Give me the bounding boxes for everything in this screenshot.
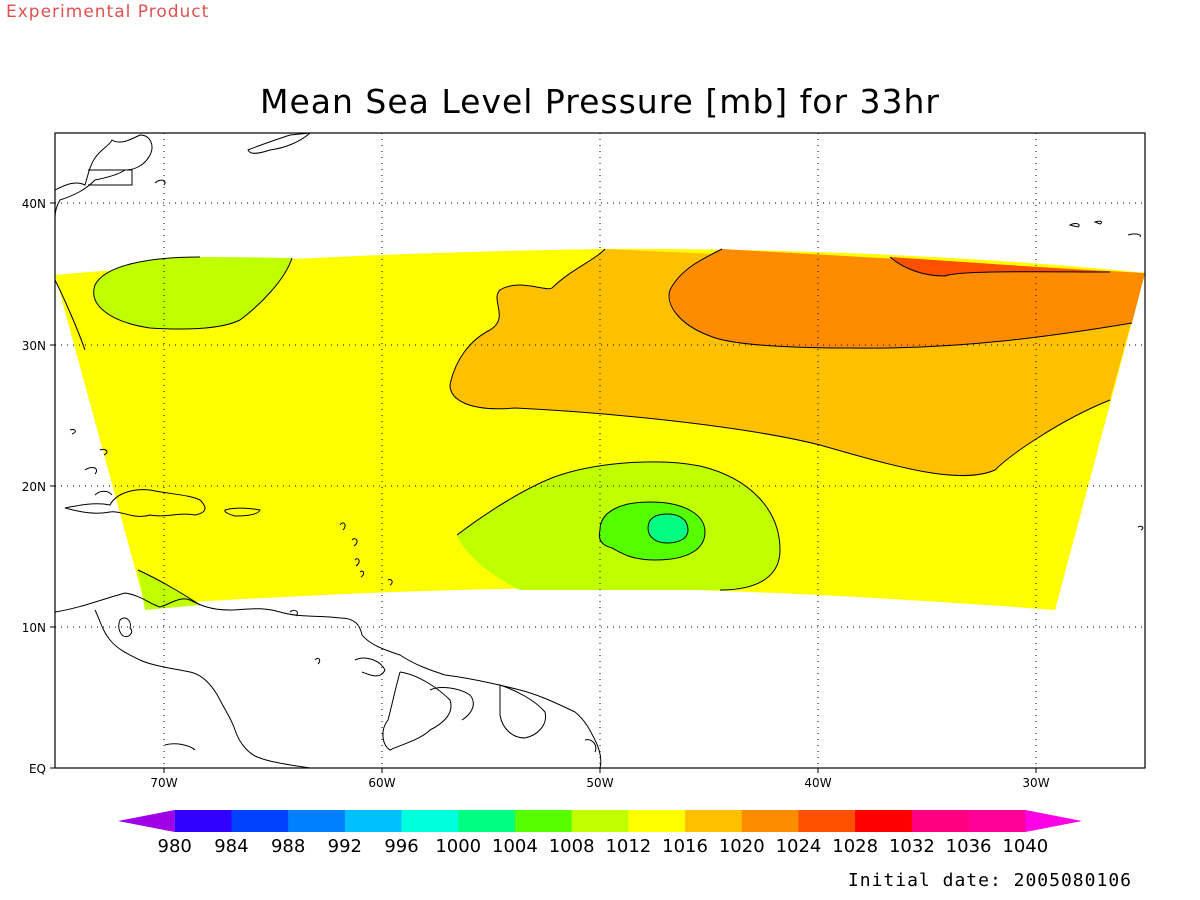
colorbar-segment <box>288 810 346 832</box>
lat-tick-40n: 40N <box>22 197 46 211</box>
axis-tick-marks <box>50 202 1037 773</box>
band-1004 <box>648 514 688 543</box>
colorbar-label: 988 <box>271 836 305 857</box>
colorbar-label: 984 <box>214 836 248 857</box>
experimental-product-label: Experimental Product <box>6 2 210 22</box>
colorbar-segment <box>911 810 970 832</box>
colorbar-segment <box>401 810 459 832</box>
colorbar-label: 1008 <box>549 836 595 857</box>
colorbar-segment <box>514 810 573 832</box>
lon-tick-70w: 70W <box>150 776 177 790</box>
colorbar-label: 1000 <box>435 836 481 857</box>
colorbar-right-arrow <box>1025 810 1082 832</box>
colorbar-label: 980 <box>158 836 192 857</box>
colorbar-segment <box>344 810 403 832</box>
colorbar-label: 1024 <box>776 836 822 857</box>
colorbar-label: 1032 <box>889 836 935 857</box>
lat-tick-20n: 20N <box>22 480 46 494</box>
lat-tick-10n: 10N <box>22 621 46 635</box>
band-1024 <box>669 249 1145 349</box>
lat-tick-30n: 30N <box>22 339 46 353</box>
band-1028 <box>890 257 1110 276</box>
colorbar-label: 1016 <box>662 836 708 857</box>
lon-tick-40w: 40W <box>804 776 831 790</box>
colorbar-segment <box>231 810 289 832</box>
colorbar-segment <box>458 810 516 832</box>
colorbar-label: 1028 <box>832 836 878 857</box>
colorbar-segment <box>628 810 686 832</box>
colorbar-segment <box>968 810 1026 832</box>
initial-date: Initial date: 2005080106 <box>847 870 1132 891</box>
colorbar-label: 1004 <box>492 836 538 857</box>
colorbar-label: 1036 <box>946 836 992 857</box>
colorbar: 980 984 988 992 996 1000 1004 1008 1012 1016 1020 1… <box>118 810 1082 857</box>
band-1012-south <box>138 570 200 610</box>
colorbar-label: 1020 <box>719 836 765 857</box>
colorbar-segment <box>741 810 799 832</box>
colorbar-label: 1040 <box>1002 836 1048 857</box>
pressure-field <box>55 133 1145 768</box>
colorbar-segment <box>685 810 743 832</box>
coastlines <box>55 133 1144 768</box>
colorbar-segment <box>571 810 629 832</box>
lon-tick-30w: 30W <box>1022 776 1049 790</box>
colorbar-label: 996 <box>384 836 418 857</box>
colorbar-label: 1012 <box>605 836 651 857</box>
colorbar-label: 992 <box>328 836 362 857</box>
colorbar-segment <box>174 810 232 832</box>
colorbar-left-arrow <box>118 810 175 832</box>
band-1012-north <box>93 257 292 330</box>
contour-lines <box>55 248 1133 606</box>
lat-tick-eq: EQ <box>29 762 46 776</box>
lon-tick-50w: 50W <box>586 776 613 790</box>
colorbar-segment <box>798 810 856 832</box>
lon-tick-60w: 60W <box>368 776 395 790</box>
colorbar-segment <box>855 810 913 832</box>
page-title: Mean Sea Level Pressure [mb] for 33hr <box>259 82 941 121</box>
